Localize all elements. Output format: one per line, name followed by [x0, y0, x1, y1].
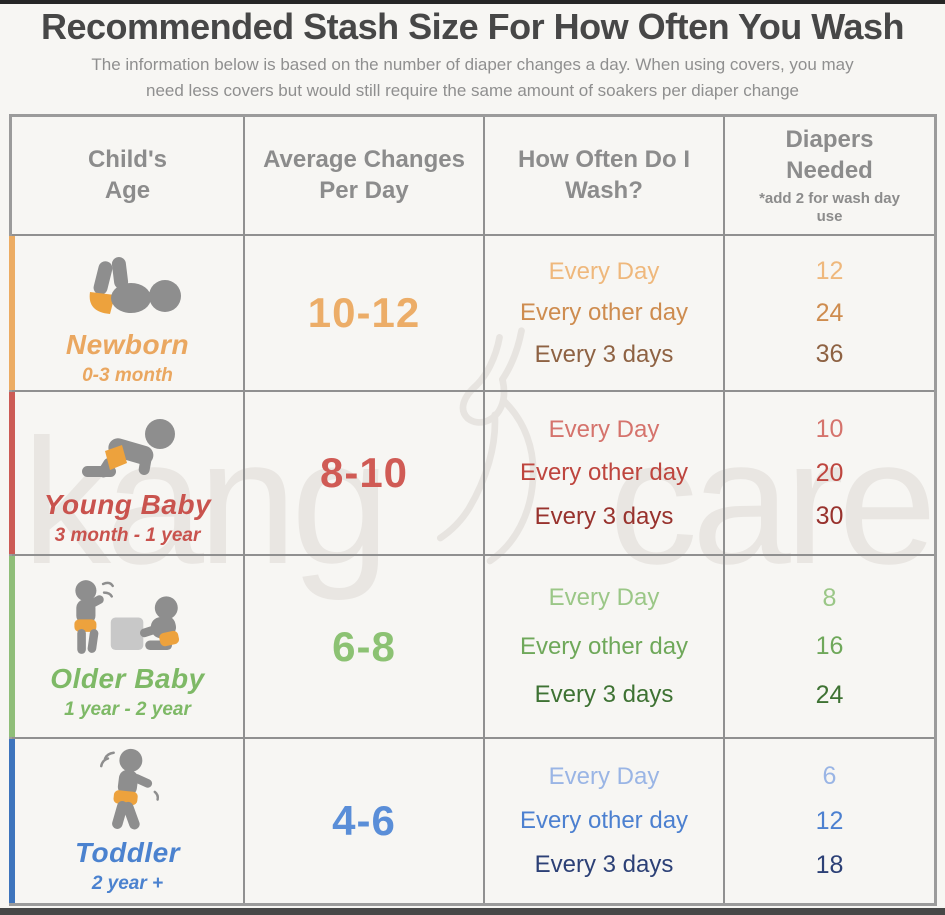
wash-frequency-option: Every Day — [548, 763, 660, 790]
diapers-needed-value: 24 — [815, 680, 844, 709]
column-header-label: Average Changes Per Day — [263, 145, 465, 204]
wash-frequency-option: Every Day — [548, 257, 660, 285]
wash-frequency-option: Every other day — [519, 807, 689, 834]
diapers-needed-value: 8 — [822, 583, 837, 612]
changes-per-day-value: 8-10 — [319, 449, 409, 496]
age-group-name: Older Baby — [50, 662, 205, 694]
row-accent-strip — [9, 392, 15, 554]
diapers-needed-cell-young-baby: 10 20 30 — [725, 392, 934, 556]
wash-frequency-option: Every other day — [519, 299, 689, 326]
wash-frequency-cell-young-baby: Every Day Every other day Every 3 days — [485, 392, 725, 556]
page-subtitle: The information below is based on the nu… — [91, 55, 854, 101]
changes-per-day-value: 10-12 — [307, 289, 421, 336]
diapers-needed-value: 10 — [815, 414, 844, 443]
age-cell-toddler: Toddler 2 year + — [9, 739, 245, 903]
changes-cell-newborn: 10-12 — [245, 236, 485, 392]
age-group-range: 3 month - 1 year — [54, 525, 201, 546]
column-header-wash-frequency: How Often Do I Wash? — [485, 117, 725, 236]
crawling-baby-icon — [68, 399, 188, 485]
diapers-needed-cell-older-baby: 8 16 24 — [725, 556, 934, 739]
column-header-label: Child's Age — [87, 145, 168, 204]
diapers-needed-value: 12 — [815, 256, 844, 285]
diapers-needed-cell-newborn: 12 24 36 — [725, 236, 934, 392]
wash-frequency-option: Every 3 days — [534, 502, 674, 530]
wash-frequency-cell-toddler: Every Day Every other day Every 3 days — [485, 739, 725, 903]
column-header-average-changes: Average Changes Per Day — [245, 117, 485, 236]
playing-toddlers-icon — [61, 573, 195, 659]
row-accent-strip — [9, 236, 15, 390]
top-edge-bar — [0, 0, 945, 4]
column-header-note: *add 2 for wash day use — [759, 189, 900, 225]
changes-cell-older-baby: 6-8 — [245, 556, 485, 739]
diapers-needed-value: 30 — [815, 502, 844, 531]
diapers-needed-value: 20 — [815, 458, 844, 487]
wash-frequency-option: Every other day — [519, 632, 689, 660]
column-header-diapers-needed: Diapers Needed *add 2 for wash day use — [725, 117, 934, 236]
changes-per-day-value: 4-6 — [332, 797, 396, 844]
diapers-needed-cell-toddler: 6 12 18 — [725, 739, 934, 903]
age-group-range: 2 year + — [91, 873, 164, 894]
walking-toddler-icon — [80, 747, 176, 833]
changes-per-day-value: 6-8 — [332, 622, 396, 670]
diapers-needed-value: 36 — [815, 340, 844, 369]
changes-cell-toddler: 4-6 — [245, 739, 485, 903]
diapers-needed-value: 12 — [815, 806, 844, 835]
wash-frequency-option: Every 3 days — [534, 680, 674, 708]
diapers-needed-value: 6 — [822, 762, 837, 791]
age-cell-newborn: Newborn 0-3 month — [9, 236, 245, 392]
wash-frequency-option: Every Day — [548, 415, 660, 443]
bottom-edge-bar — [0, 908, 945, 915]
column-header-label: How Often Do I Wash? — [518, 145, 690, 204]
row-accent-strip — [9, 556, 15, 737]
age-cell-older-baby: Older Baby 1 year - 2 year — [9, 556, 245, 739]
column-header-childs-age: Child's Age — [12, 117, 245, 236]
age-group-name: Toddler — [74, 837, 181, 868]
age-group-name: Young Baby — [43, 489, 212, 520]
diapers-needed-value: 16 — [815, 632, 844, 660]
diapers-needed-value: 24 — [815, 298, 844, 327]
wash-frequency-cell-older-baby: Every Day Every other day Every 3 days — [485, 556, 725, 739]
column-header-label: Diapers Needed — [785, 126, 874, 184]
stash-size-table: Child's Age Average Changes Per Day How … — [9, 114, 937, 906]
age-cell-young-baby: Young Baby 3 month - 1 year — [9, 392, 245, 556]
changes-cell-young-baby: 8-10 — [245, 392, 485, 556]
row-accent-strip — [9, 739, 15, 903]
newborn-baby-icon — [64, 239, 192, 325]
diapers-needed-value: 18 — [815, 850, 844, 879]
page-title: Recommended Stash Size For How Often You… — [41, 6, 904, 47]
wash-frequency-cell-newborn: Every Day Every other day Every 3 days — [485, 236, 725, 392]
wash-frequency-option: Every 3 days — [534, 340, 674, 368]
age-group-range: 0-3 month — [82, 365, 173, 386]
wash-frequency-option: Every other day — [519, 459, 689, 486]
wash-frequency-option: Every Day — [548, 584, 660, 612]
wash-frequency-option: Every 3 days — [534, 851, 674, 878]
age-group-name: Newborn — [65, 329, 190, 360]
age-group-range: 1 year - 2 year — [64, 698, 191, 720]
